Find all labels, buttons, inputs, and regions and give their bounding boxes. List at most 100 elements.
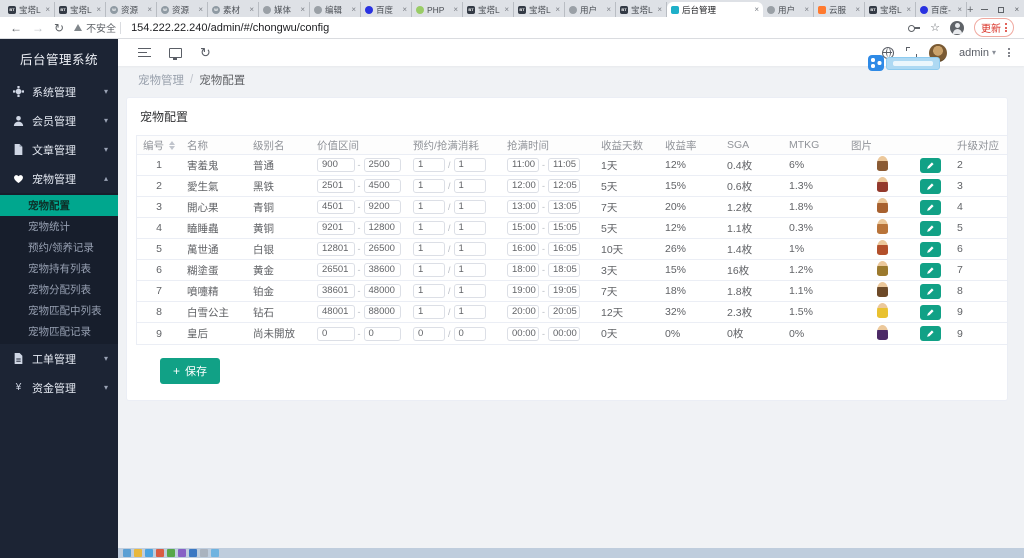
browser-update-button[interactable]: 更新 <box>974 18 1014 37</box>
browser-tab[interactable]: BT 宝塔L × <box>4 2 55 17</box>
browser-tab[interactable]: W 素材 × <box>208 2 259 17</box>
table-input[interactable]: 9200 <box>363 200 401 214</box>
table-input[interactable]: 38600 <box>363 263 401 277</box>
browser-tab[interactable]: BT 宝塔L × <box>616 2 667 17</box>
breadcrumb-parent[interactable]: 宠物管理 <box>138 74 184 87</box>
table-input[interactable]: 0 <box>363 326 401 341</box>
browser-tab[interactable]: 用户 × <box>763 2 814 17</box>
edit-button[interactable] <box>920 178 941 194</box>
table-input[interactable]: 16:05 <box>548 242 580 256</box>
taskbar-app-icon[interactable] <box>134 549 142 557</box>
table-input[interactable]: 26501 <box>317 263 355 277</box>
tab-close-icon[interactable]: × <box>300 5 305 14</box>
table-input[interactable]: 1 <box>413 221 445 235</box>
taskbar-app-icon[interactable] <box>123 549 131 557</box>
sidebar-subitem[interactable]: 宠物配置 <box>0 195 118 216</box>
url-text[interactable]: 154.222.22.240/admin/#/chongwu/config <box>131 21 330 34</box>
table-input[interactable]: 26500 <box>363 242 401 256</box>
browser-tab[interactable]: W 资源 × <box>157 2 208 17</box>
edit-button[interactable] <box>920 262 941 278</box>
sidebar-item[interactable]: 会员管理 ▾ <box>0 106 118 135</box>
table-input[interactable]: 1 <box>453 284 486 298</box>
sidebar-subitem[interactable]: 宠物持有列表 <box>28 263 91 275</box>
table-input[interactable]: 18:05 <box>548 263 580 277</box>
table-input[interactable]: 20:00 <box>507 305 539 319</box>
table-input[interactable]: 38601 <box>317 284 355 298</box>
table-input[interactable]: 15:00 <box>507 221 539 235</box>
edit-button[interactable] <box>920 283 941 299</box>
sidebar-subitem[interactable]: 宠物匹配中列表 <box>28 305 102 317</box>
browser-tab[interactable]: 媒体 × <box>259 2 310 17</box>
sidebar-item[interactable]: 系统管理 ▾ <box>0 77 118 106</box>
table-input[interactable]: 12800 <box>363 221 401 235</box>
tab-close-icon[interactable]: × <box>504 5 509 14</box>
table-input[interactable]: 2500 <box>363 158 401 172</box>
browser-tab[interactable]: 后台管理 × <box>667 2 763 17</box>
table-input[interactable]: 13:05 <box>548 200 580 214</box>
floating-widget[interactable] <box>868 55 940 71</box>
table-input[interactable]: 20:05 <box>548 305 580 319</box>
sidebar-subitem[interactable]: 宠物分配列表 <box>28 284 91 296</box>
tab-close-icon[interactable]: × <box>855 5 860 14</box>
edit-button[interactable] <box>920 326 941 341</box>
taskbar-app-icon[interactable] <box>189 549 197 557</box>
sidebar-item[interactable]: 宠物管理 ▴ <box>0 164 118 193</box>
tab-close-icon[interactable]: × <box>804 5 809 14</box>
browser-tab[interactable]: 编辑 × <box>310 2 361 17</box>
more-options-icon[interactable] <box>1008 48 1010 57</box>
taskbar-app-icon[interactable] <box>178 549 186 557</box>
table-input[interactable]: 1 <box>413 179 445 193</box>
table-input[interactable]: 19:00 <box>507 284 539 298</box>
table-input[interactable]: 4500 <box>363 179 401 193</box>
table-input[interactable]: 15:05 <box>548 221 580 235</box>
forward-icon[interactable]: → <box>32 20 44 35</box>
table-input[interactable]: 1 <box>413 263 445 277</box>
bookmark-star-icon[interactable]: ☆ <box>930 22 940 34</box>
table-input[interactable]: 1 <box>413 284 445 298</box>
security-chip[interactable]: 不安全 <box>74 20 122 35</box>
table-input[interactable]: 900 <box>317 158 355 172</box>
edit-button[interactable] <box>920 220 941 236</box>
table-input[interactable]: 00:00 <box>507 326 539 341</box>
table-input[interactable]: 1 <box>413 242 445 256</box>
share-icon[interactable] <box>868 55 884 71</box>
table-input[interactable]: 1 <box>453 200 486 214</box>
table-input[interactable]: 1 <box>413 200 445 214</box>
sidebar-subitem[interactable]: 宠物匹配记录 <box>28 326 91 338</box>
tab-close-icon[interactable]: × <box>957 5 962 14</box>
tab-close-icon[interactable]: × <box>45 5 50 14</box>
table-input[interactable]: 0 <box>413 326 445 341</box>
table-input[interactable]: 00:00 <box>548 326 580 341</box>
browser-tab[interactable]: BT 宝塔L × <box>865 2 916 17</box>
tab-close-icon[interactable]: × <box>351 5 356 14</box>
table-input[interactable]: 1 <box>453 179 486 193</box>
tab-close-icon[interactable]: × <box>249 5 254 14</box>
taskbar-app-icon[interactable] <box>156 549 164 557</box>
table-input[interactable]: 1 <box>453 221 486 235</box>
browser-tab[interactable]: 百度- × <box>916 2 967 17</box>
table-input[interactable]: 4501 <box>317 200 355 214</box>
table-input[interactable]: 2501 <box>317 179 355 193</box>
browser-tab[interactable]: PHP × <box>412 2 463 17</box>
table-input[interactable]: 1 <box>413 158 445 172</box>
table-input[interactable]: 12:00 <box>507 179 539 193</box>
taskbar-app-icon[interactable] <box>211 549 219 557</box>
edit-button[interactable] <box>920 157 941 173</box>
browser-profile-icon[interactable] <box>950 20 964 35</box>
edit-button[interactable] <box>920 304 941 320</box>
browser-tab[interactable]: W 资源 × <box>106 2 157 17</box>
sidebar-subitem[interactable]: 宠物统计 <box>28 221 70 233</box>
table-input[interactable]: 1 <box>453 158 486 172</box>
tab-close-icon[interactable]: × <box>147 5 152 14</box>
sidebar-subitem[interactable]: 预约/领养记录 <box>28 242 94 254</box>
new-tab-button[interactable]: + <box>967 4 974 16</box>
reload-icon[interactable]: ↻ <box>54 20 65 35</box>
tab-close-icon[interactable]: × <box>657 5 662 14</box>
tab-close-icon[interactable]: × <box>906 5 911 14</box>
browser-tab[interactable]: 百度 × <box>361 2 412 17</box>
tab-close-icon[interactable]: × <box>198 5 203 14</box>
edit-button[interactable] <box>920 199 941 215</box>
minimize-icon[interactable] <box>981 9 989 10</box>
table-input[interactable]: 9201 <box>317 221 355 235</box>
tab-close-icon[interactable]: × <box>453 5 458 14</box>
